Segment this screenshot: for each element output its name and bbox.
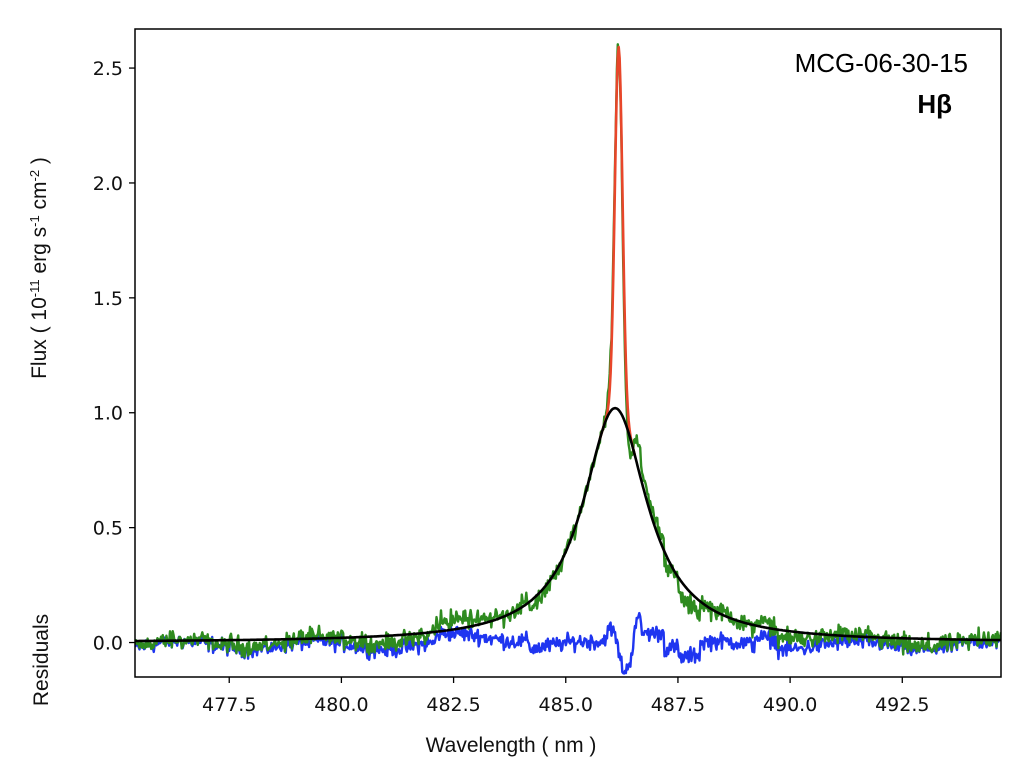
y-tick-label: 0.0 [93,633,123,655]
y-axis-label-part: erg s [28,227,51,280]
y-tick-label: 1.5 [93,288,123,310]
y-axis-ticks: 0.0 0.5 1.0 1.5 2.0 2.5 [93,58,135,655]
series-layer [135,43,1001,675]
x-tick-label: 477.5 [202,694,256,716]
residuals-axis-label: Residuals [30,614,53,706]
x-tick-label: 492.5 [875,694,929,716]
x-tick-label: 480.0 [314,694,368,716]
y-axis-label-part: Flux ( 10 [28,297,51,379]
x-tick-label: 490.0 [763,694,817,716]
x-axis-label: Wavelength ( nm ) [426,734,597,757]
y-axis-label-exp: -2 [27,170,42,182]
x-axis-ticks: 477.5 480.0 482.5 485.0 487.5 490.0 492.5 [202,677,929,716]
y-axis-label-exp: -11 [27,279,42,297]
y-tick-label: 2.0 [93,173,123,195]
plot-frame [134,28,1002,678]
residuals-line [135,611,1001,675]
x-tick-label: 482.5 [426,694,480,716]
y-axis-label-part: ) [28,157,51,170]
y-axis-label: Flux ( 10-11 erg s-1 cm-2 ) [27,157,52,379]
object-name-annotation: MCG-06-30-15 [795,48,968,78]
broad-fit-line [135,406,1001,643]
x-tick-label: 485.0 [539,694,593,716]
y-tick-label: 0.5 [93,518,123,540]
emission-line-annotation: Hβ [917,89,952,119]
x-tick-label: 487.5 [651,694,705,716]
y-tick-label: 2.5 [93,58,123,80]
y-axis-label-exp: -1 [27,215,42,227]
y-tick-label: 1.0 [93,403,123,425]
y-axis-label-part: cm [28,181,51,215]
observed-spectrum-line [135,43,1001,659]
